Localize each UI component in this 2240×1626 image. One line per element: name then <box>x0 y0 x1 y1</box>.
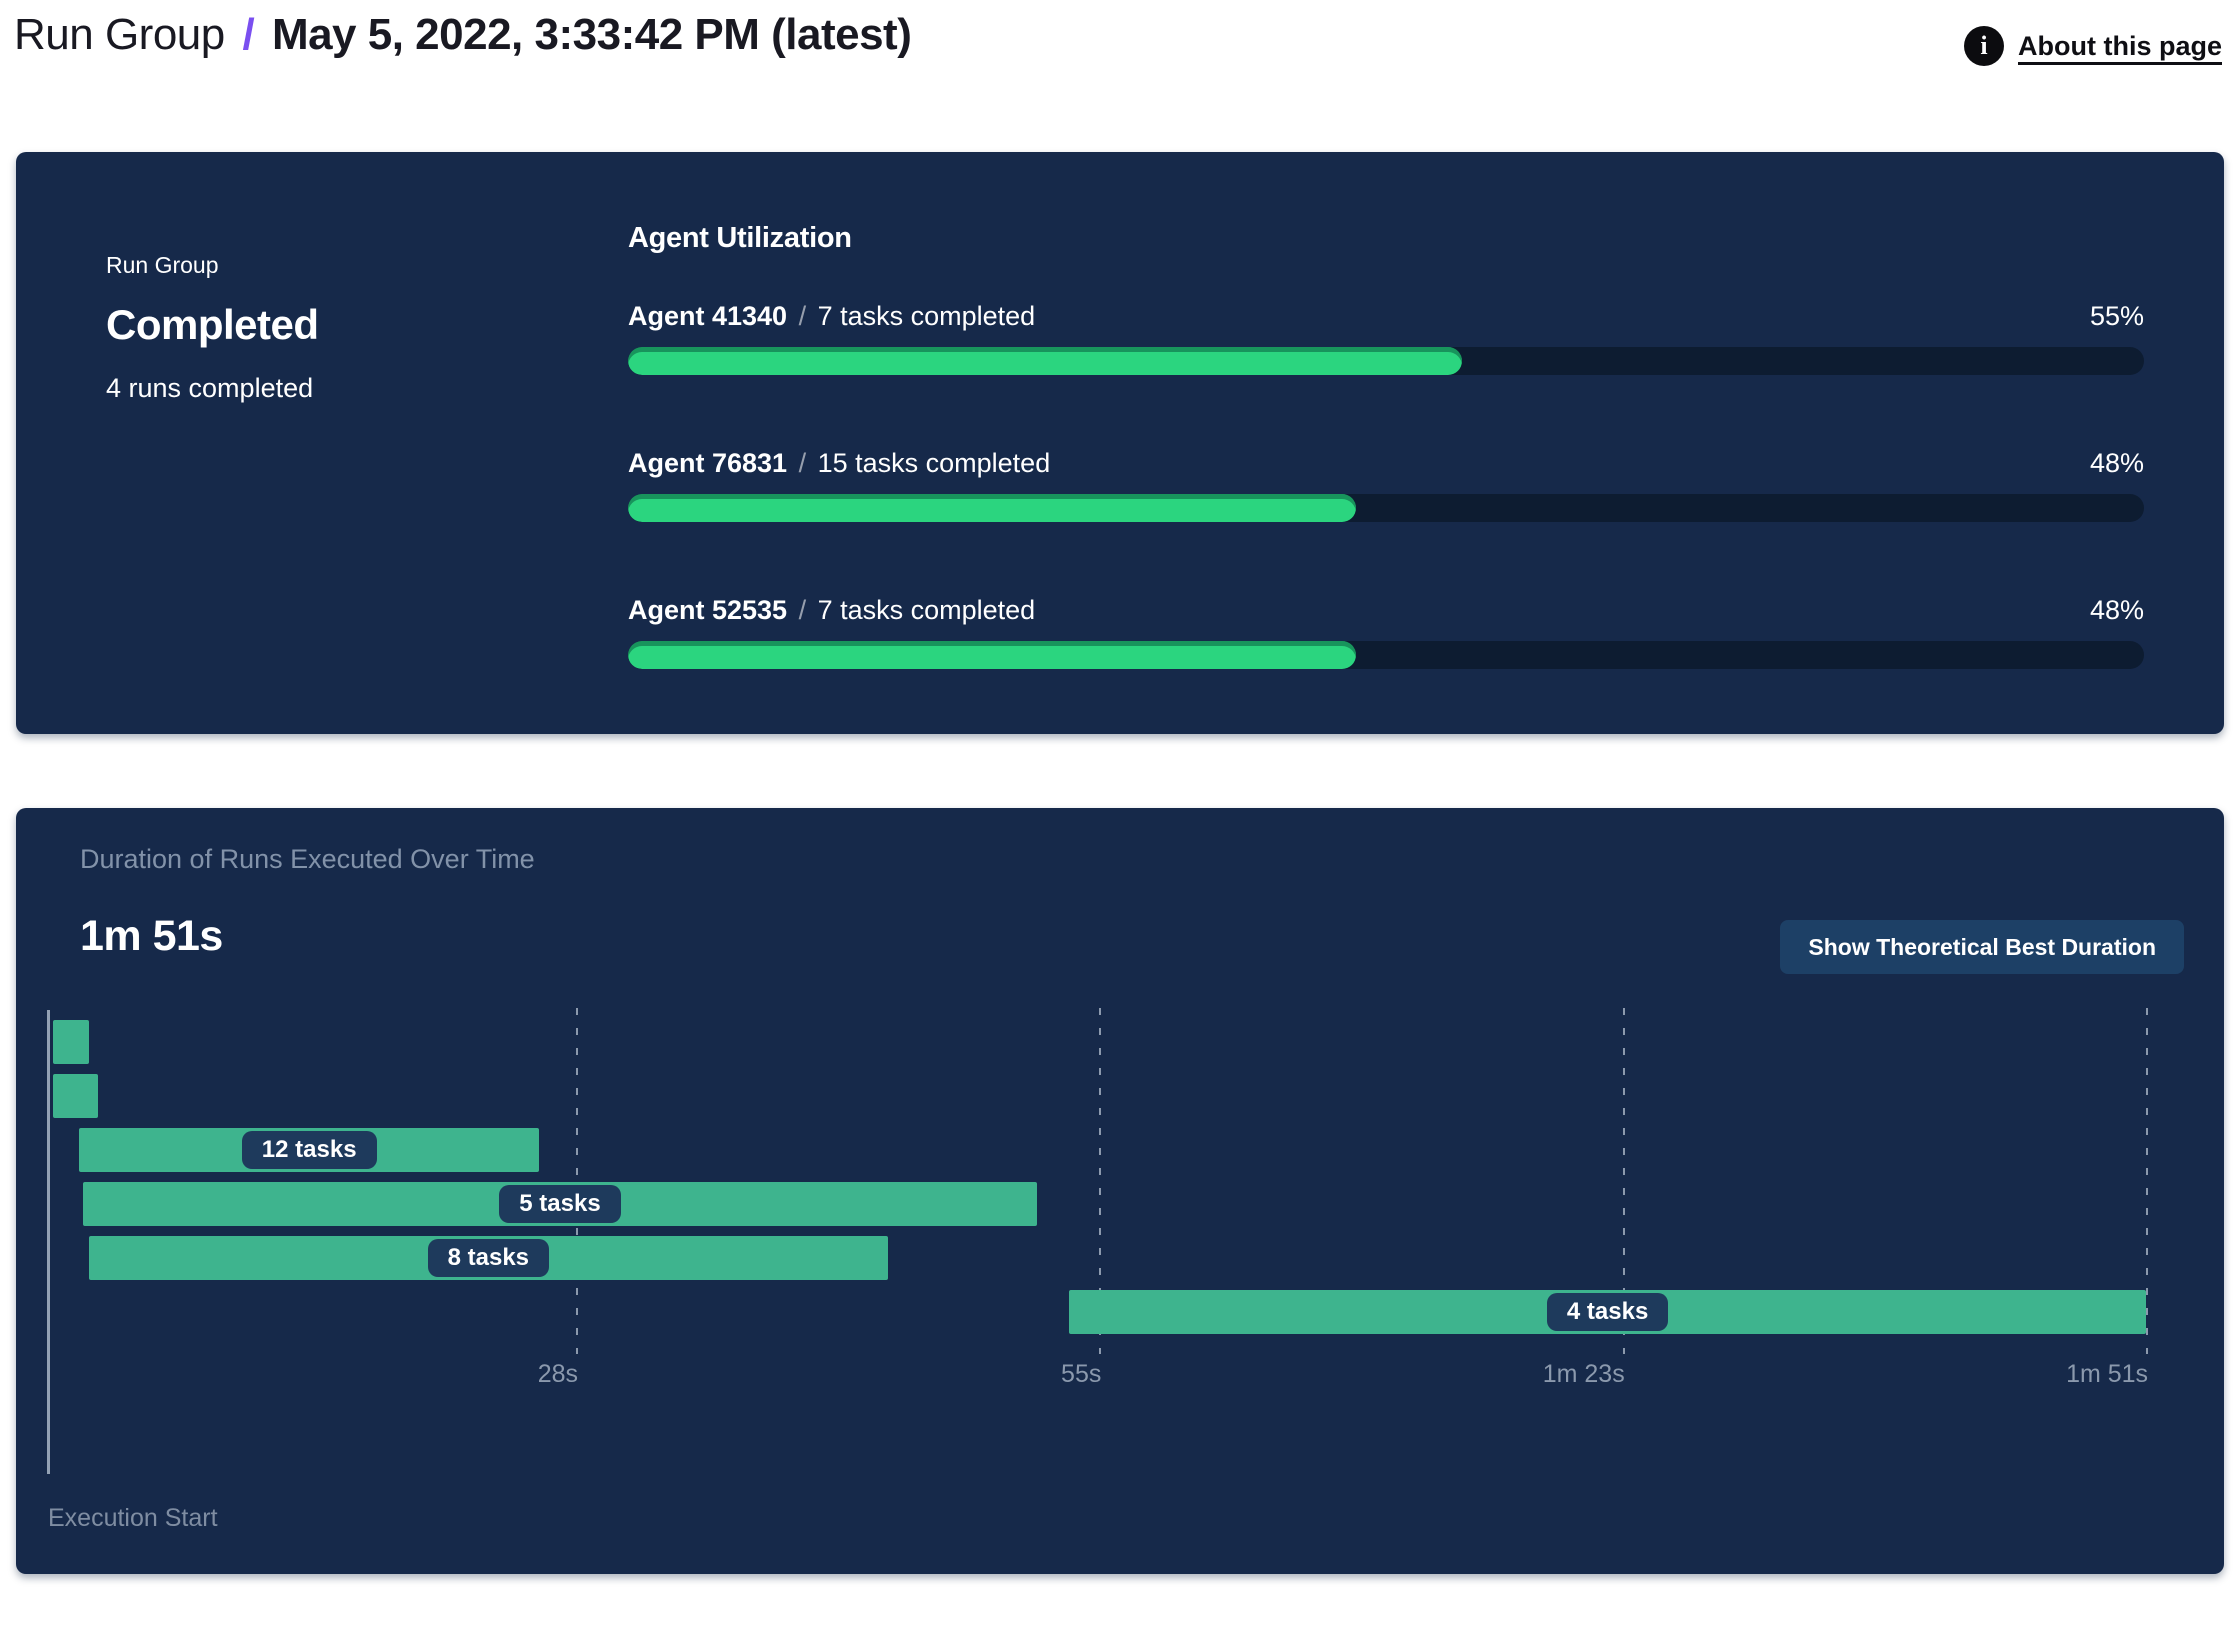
status-value: Completed <box>106 301 319 348</box>
agent-label: Agent 52535 / 7 tasks completed <box>628 595 1036 625</box>
run-timestamp-title: May 5, 2022, 3:33:42 PM (latest) <box>271 10 912 59</box>
agent-utilization-title: Agent Utilization <box>628 222 852 254</box>
status-summary: Run Group Completed 4 runs completed <box>106 252 319 404</box>
info-icon[interactable]: i <box>1964 26 2004 66</box>
task-count-pill: 12 tasks <box>241 1131 377 1169</box>
run-duration-bar[interactable]: 5 tasks <box>82 1182 1038 1226</box>
status-card-label: Run Group <box>106 252 219 278</box>
x-axis-tick-label: 1m 51s <box>2066 1360 2149 1388</box>
duration-chart-title: Duration of Runs Executed Over Time <box>80 844 535 874</box>
about-this-page[interactable]: i About this page <box>1964 26 2222 66</box>
task-count-pill: 4 tasks <box>1546 1293 1669 1331</box>
execution-start-label: Execution Start <box>48 1504 218 1532</box>
agent-label: Agent 41340 / 7 tasks completed <box>628 301 1036 331</box>
page-title: Run Group / May 5, 2022, 3:33:42 PM (lat… <box>14 8 912 60</box>
runs-completed-text: 4 runs completed <box>106 373 314 403</box>
utilization-progress-track <box>628 641 2144 669</box>
utilization-progress-fill <box>628 641 1356 669</box>
about-this-page-link[interactable]: About this page <box>2018 30 2222 61</box>
task-count-pill: 8 tasks <box>427 1239 550 1277</box>
gantt-gridline <box>576 1008 579 1354</box>
x-axis-tick-label: 55s <box>1061 1360 1102 1388</box>
page-header: Run Group / May 5, 2022, 3:33:42 PM (lat… <box>14 8 2226 66</box>
breadcrumb: Run Group <box>14 10 225 59</box>
utilization-progress-track <box>628 494 2144 522</box>
x-axis-tick-label: 28s <box>537 1360 579 1388</box>
agent-utilization-percent: 48% <box>2089 595 2144 625</box>
agent-rows: Agent 41340 / 7 tasks completed 55% Agent … <box>628 301 2144 669</box>
agent-utilization-percent: 48% <box>2089 448 2144 478</box>
x-axis-tick-label: 1m 23s <box>1542 1360 1625 1388</box>
run-duration-bar[interactable]: 4 tasks <box>1069 1290 2147 1334</box>
agent-row: Agent 41340 / 7 tasks completed 55% <box>628 301 2144 375</box>
show-theoretical-best-duration-button[interactable]: Show Theoretical Best Duration <box>1780 920 2184 974</box>
execution-start-axis-line <box>47 1010 50 1474</box>
gantt-gridline <box>2146 1008 2149 1354</box>
utilization-progress-track <box>628 347 2144 375</box>
total-duration-value: 1m 51s <box>80 912 223 960</box>
utilization-progress-fill <box>628 347 1462 375</box>
run-duration-bar[interactable] <box>52 1020 89 1064</box>
utilization-progress-fill <box>628 494 1356 522</box>
agent-utilization-percent: 55% <box>2089 301 2144 331</box>
agent-label: Agent 76831 / 15 tasks completed <box>628 448 1051 478</box>
run-duration-bar[interactable]: 12 tasks <box>79 1128 540 1172</box>
run-duration-bar[interactable]: 8 tasks <box>88 1236 889 1280</box>
agent-row: Agent 76831 / 15 tasks completed 48% <box>628 448 2144 522</box>
run-duration-bar[interactable] <box>52 1074 98 1118</box>
task-count-pill: 5 tasks <box>499 1185 621 1223</box>
agent-utilization-section: Agent Utilization Agent 41340 / 7 tasks … <box>628 222 2144 742</box>
agent-row: Agent 52535 / 7 tasks completed 48% <box>628 595 2144 669</box>
gantt-gridline <box>1622 1008 1625 1354</box>
breadcrumb-separator: / <box>242 10 255 59</box>
duration-gantt-chart: 12 tasks 5 tasks 8 tasks 4 tasks 28s 55s 1m 2… <box>16 808 2224 1574</box>
duration-card: Duration of Runs Executed Over Time 1m 5… <box>16 808 2224 1574</box>
gantt-gridline <box>1099 1008 1102 1354</box>
run-group-status-card: Run Group Completed 4 runs completed Age… <box>16 152 2224 734</box>
